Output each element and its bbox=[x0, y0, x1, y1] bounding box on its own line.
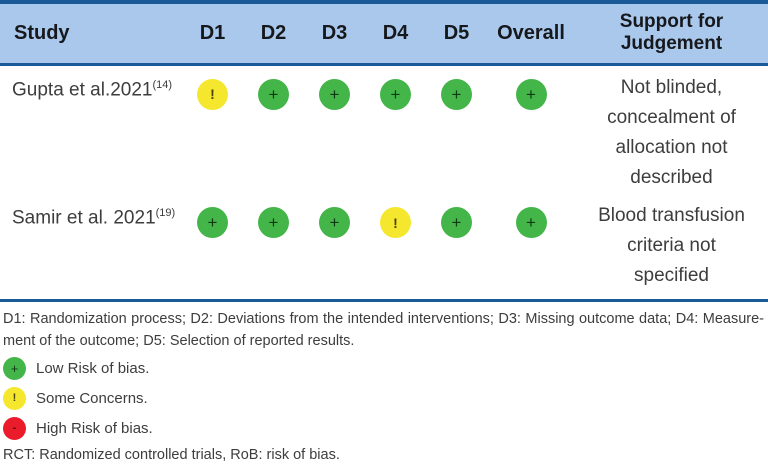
abbreviations-line: RCT: Randomized controlled trials, RoB: … bbox=[3, 446, 340, 463]
low-risk-icon: + bbox=[3, 357, 26, 380]
rating-circle-icon: ! bbox=[197, 78, 228, 110]
support-judgement-text: Blood transfusion criteria not specified bbox=[598, 205, 745, 286]
rating-circle-icon: ! bbox=[380, 207, 411, 238]
column-header-d1: D1 bbox=[182, 2, 243, 66]
legend-item-high-risk: - High Risk of bias. bbox=[3, 414, 764, 444]
domain-definitions-line1: D1: Randomization process; D2: Deviation… bbox=[3, 310, 764, 327]
table-row: Samir et al. 2021(19) + + + ! + + Blood … bbox=[0, 194, 768, 300]
reference-superscript: (19) bbox=[155, 207, 176, 219]
rating-circle-icon: + bbox=[515, 78, 547, 110]
study-name: Samir et al. 2021(19) bbox=[0, 194, 182, 300]
rating-circle-icon: + bbox=[319, 207, 350, 238]
column-header-support: Support for Judgement bbox=[575, 2, 768, 66]
rating-circle-icon: + bbox=[380, 78, 411, 110]
column-header-overall: Overall bbox=[487, 2, 575, 66]
table-row: Gupta et al.2021(14) ! + + + + + Not bli… bbox=[0, 64, 768, 194]
reference-superscript: (14) bbox=[152, 78, 173, 91]
rating-circle-icon: + bbox=[441, 207, 472, 238]
rating-circle-icon: + bbox=[441, 78, 472, 110]
legend: + Low Risk of bias. ! Some Concerns. - H… bbox=[3, 354, 764, 444]
footnotes-section: D1: Randomization process; D2: Deviation… bbox=[0, 302, 768, 466]
column-header-study: Study bbox=[0, 2, 182, 66]
study-name-text: Gupta et al.2021 bbox=[12, 78, 153, 100]
rating-circle-icon: + bbox=[197, 207, 228, 238]
column-header-d4: D4 bbox=[365, 2, 426, 66]
legend-label: High Risk of bias. bbox=[36, 420, 153, 437]
support-judgement-text: Not blinded, concealment of allocation n… bbox=[607, 76, 736, 188]
column-header-d3: D3 bbox=[304, 2, 365, 66]
rating-circle-icon: + bbox=[515, 207, 547, 238]
study-name-text: Samir et al. 2021 bbox=[12, 207, 156, 229]
rating-circle-icon: + bbox=[258, 207, 289, 238]
column-header-d5: D5 bbox=[426, 2, 487, 66]
column-header-d2: D2 bbox=[243, 2, 304, 66]
rating-circle-icon: + bbox=[258, 78, 289, 110]
legend-label: Some Concerns. bbox=[36, 390, 148, 407]
rating-circle-icon: + bbox=[319, 78, 350, 110]
domain-definitions-line2: ment of the outcome; D5: Selection of re… bbox=[3, 332, 355, 349]
legend-item-some-concerns: ! Some Concerns. bbox=[3, 384, 764, 414]
study-name: Gupta et al.2021(14) bbox=[0, 64, 182, 194]
legend-item-low-risk: + Low Risk of bias. bbox=[3, 354, 764, 384]
table-header: Study D1 D2 D3 D4 D5 Overall Support for… bbox=[0, 2, 768, 66]
legend-label: Low Risk of bias. bbox=[36, 360, 150, 377]
rob-table: Study D1 D2 D3 D4 D5 Overall Support for… bbox=[0, 0, 768, 302]
high-risk-icon: - bbox=[3, 417, 26, 440]
some-concerns-icon: ! bbox=[3, 387, 26, 410]
